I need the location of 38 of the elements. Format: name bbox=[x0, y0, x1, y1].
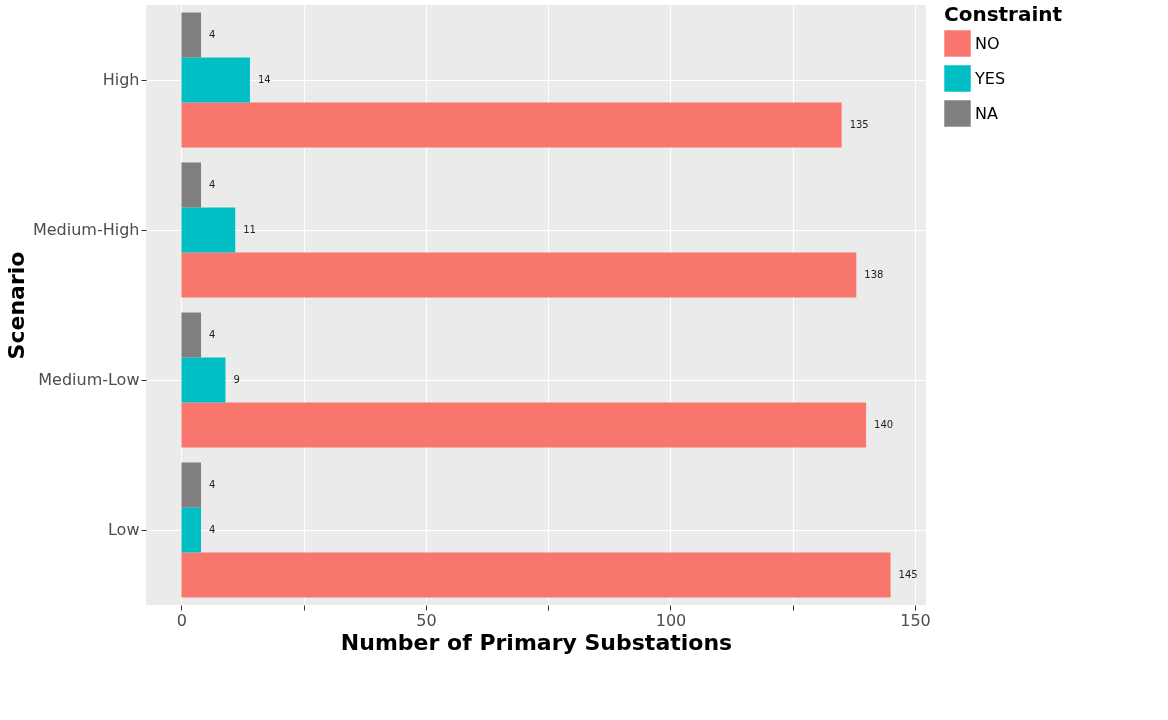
bar bbox=[181, 12, 202, 58]
data-label: 140 bbox=[874, 419, 894, 430]
y-tick-label: Medium-High bbox=[32, 220, 140, 239]
y-tick-label: High bbox=[102, 70, 140, 89]
legend-label: YES bbox=[974, 68, 1006, 88]
bar bbox=[181, 207, 236, 253]
bar bbox=[181, 462, 202, 508]
data-label: 4 bbox=[209, 329, 216, 340]
x-axis-title: Number of Primary Substations bbox=[340, 629, 733, 655]
y-tick-label: Medium-Low bbox=[38, 370, 140, 389]
bar bbox=[181, 507, 202, 553]
data-label: 135 bbox=[849, 119, 869, 130]
data-label: 11 bbox=[243, 224, 256, 235]
bar bbox=[181, 162, 202, 208]
data-label: 145 bbox=[898, 569, 918, 580]
bar bbox=[181, 312, 202, 358]
bar bbox=[181, 552, 891, 598]
x-tick-label: 0 bbox=[176, 610, 188, 630]
x-tick-label: 50 bbox=[416, 610, 437, 630]
x-tick-label: 150 bbox=[900, 610, 931, 630]
legend-title: Constraint bbox=[944, 2, 1063, 26]
data-label: 4 bbox=[209, 29, 216, 40]
data-label: 138 bbox=[864, 269, 884, 280]
bar bbox=[181, 102, 842, 148]
data-label: 4 bbox=[209, 179, 216, 190]
y-tick-label: Low bbox=[107, 520, 140, 539]
y-axis-title: Scenario bbox=[3, 251, 29, 360]
bar bbox=[181, 252, 857, 298]
data-label: 9 bbox=[233, 374, 240, 385]
data-label: 4 bbox=[209, 524, 216, 535]
bar bbox=[181, 357, 226, 403]
data-label: 14 bbox=[257, 74, 271, 85]
bar bbox=[181, 402, 867, 448]
data-label: 4 bbox=[209, 479, 216, 490]
bar bbox=[181, 57, 250, 103]
legend-label: NO bbox=[975, 33, 1000, 53]
x-tick-label: 100 bbox=[655, 610, 687, 630]
legend-label: NA bbox=[975, 103, 998, 123]
